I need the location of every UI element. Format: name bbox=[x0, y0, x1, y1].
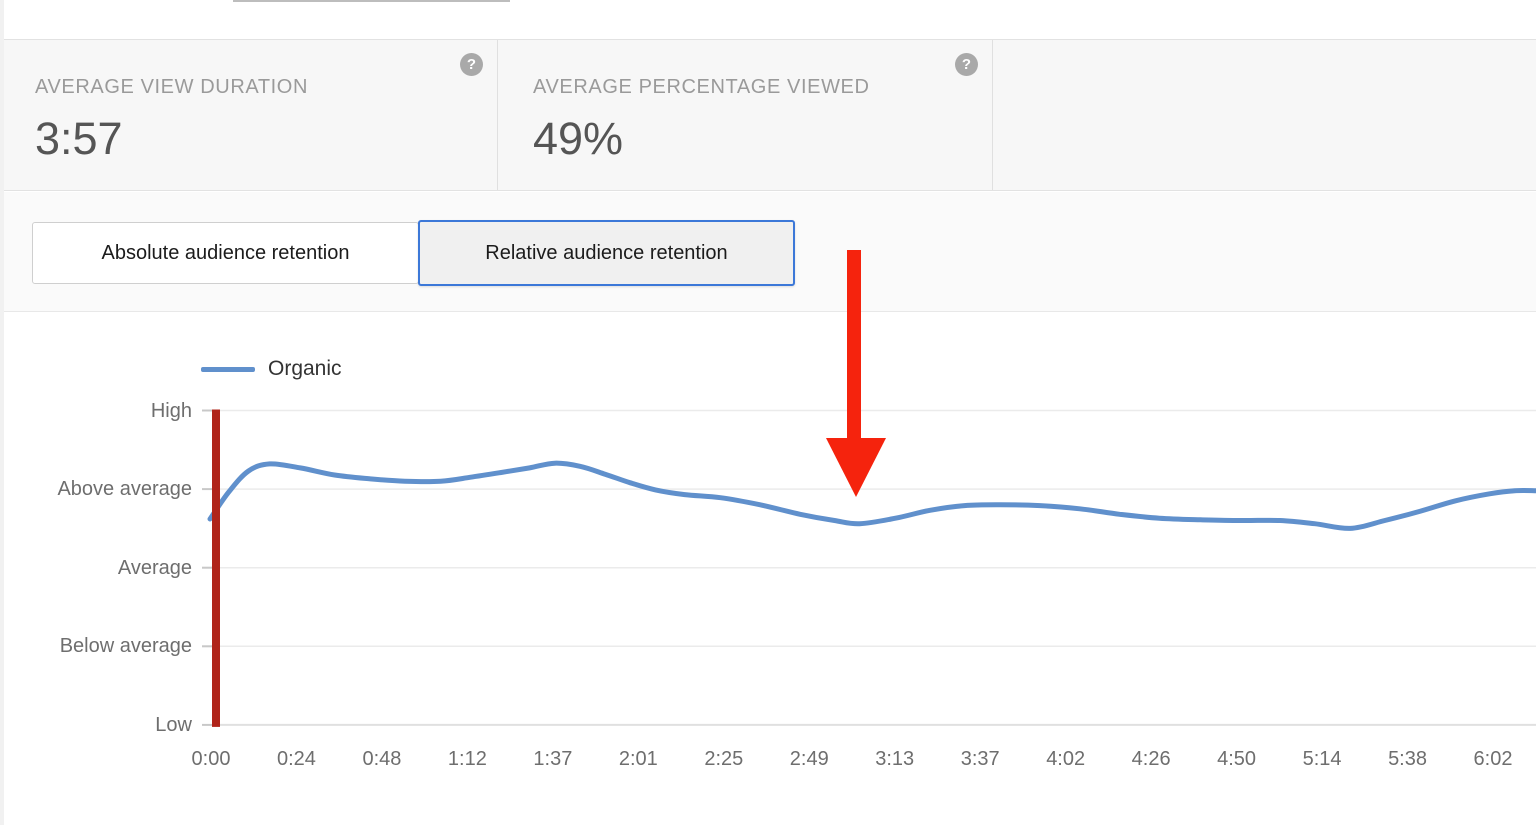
legend-line-swatch bbox=[201, 366, 255, 372]
x-axis-label: 4:50 bbox=[1217, 748, 1257, 770]
tabs-row: Absolute audience retention Relative aud… bbox=[32, 220, 795, 286]
x-axis-label: 3:37 bbox=[960, 748, 1000, 770]
stats-empty-cell bbox=[993, 40, 1536, 190]
help-icon[interactable]: ? bbox=[955, 53, 978, 76]
y-axis-label: High bbox=[150, 399, 192, 422]
window-left-edge bbox=[0, 0, 4, 825]
x-axis-label: 2:01 bbox=[618, 748, 658, 770]
x-axis-label: 5:38 bbox=[1388, 748, 1427, 770]
y-axis-label: Above average bbox=[57, 478, 192, 501]
tab-relative-retention[interactable]: Relative audience retention bbox=[418, 220, 795, 286]
y-axis-labels: High Above average Average Below average Low bbox=[0, 313, 192, 825]
top-strip bbox=[0, 0, 1536, 39]
y-axis-label: Below average bbox=[59, 635, 192, 658]
stat-value: 49% bbox=[533, 113, 624, 164]
stats-band: ? AVERAGE VIEW DURATION 3:57 ? AVERAGE P… bbox=[0, 39, 1536, 191]
series-line-organic bbox=[207, 460, 1536, 531]
x-axis-label: 5:14 bbox=[1302, 748, 1342, 770]
x-axis-label: 0:48 bbox=[362, 748, 402, 770]
x-axis-label: 2:25 bbox=[704, 748, 744, 770]
tab-absolute-retention[interactable]: Absolute audience retention bbox=[32, 222, 419, 284]
x-axis-label: 3:13 bbox=[875, 748, 915, 770]
x-axis-label: 4:26 bbox=[1131, 748, 1171, 770]
y-axis-label: Low bbox=[155, 713, 192, 736]
chart-legend: Organic bbox=[201, 357, 342, 381]
stat-card-average-percentage-viewed: ? AVERAGE PERCENTAGE VIEWED 49% bbox=[498, 40, 993, 190]
x-axis-label: 4:02 bbox=[1046, 748, 1086, 770]
stat-label: AVERAGE PERCENTAGE VIEWED bbox=[533, 76, 870, 98]
x-axis-label: 6:02 bbox=[1473, 748, 1513, 770]
retention-type-toggle: Absolute audience retention Relative aud… bbox=[0, 192, 1536, 312]
playhead-bar[interactable] bbox=[212, 409, 220, 727]
x-axis-label: 0:00 bbox=[191, 748, 231, 770]
stat-label: AVERAGE VIEW DURATION bbox=[35, 76, 309, 98]
y-axis-label: Average bbox=[117, 556, 192, 579]
x-axis-label: 0:24 bbox=[276, 748, 316, 770]
help-icon[interactable]: ? bbox=[460, 53, 483, 76]
retention-chart: Organic High Above average Average Below av… bbox=[0, 313, 1536, 825]
question-mark-glyph: ? bbox=[466, 56, 477, 73]
stat-card-average-view-duration: ? AVERAGE VIEW DURATION 3:57 bbox=[0, 40, 498, 190]
legend-label: Organic bbox=[268, 357, 342, 380]
x-axis-label: 1:37 bbox=[533, 748, 573, 770]
question-mark-glyph: ? bbox=[961, 56, 972, 73]
x-axis-labels: 0:00 0:24 0:48 1:12 1:37 2:01 2:25 2:49 3:13 3:37… bbox=[0, 313, 1536, 825]
x-axis-label: 1:12 bbox=[447, 748, 487, 770]
stat-value: 3:57 bbox=[35, 113, 123, 164]
x-axis-label: 2:49 bbox=[789, 748, 829, 770]
cropped-element-edge bbox=[233, 0, 510, 2]
